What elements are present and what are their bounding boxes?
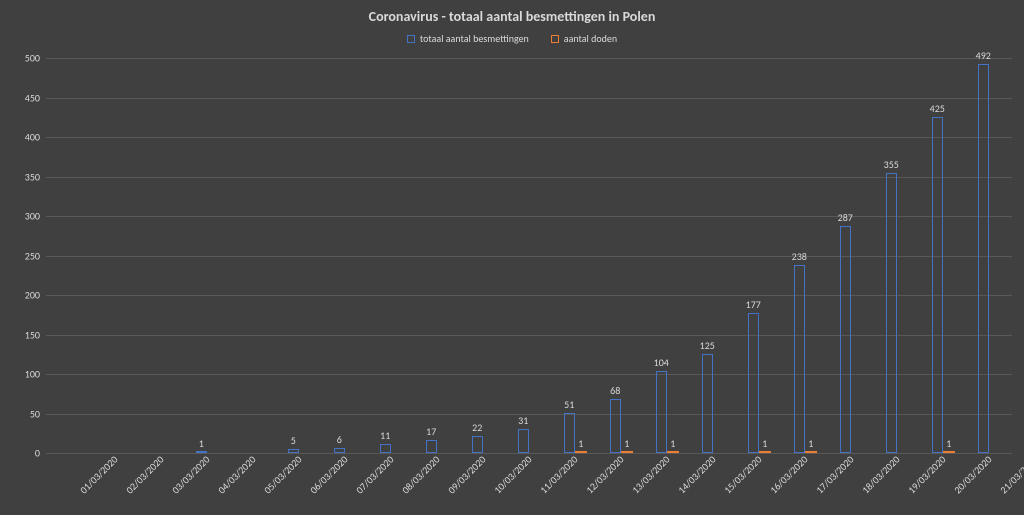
bar <box>288 449 300 453</box>
x-tick-label: 10/03/2020 <box>491 453 534 496</box>
gridline <box>46 295 1012 296</box>
y-tick-label: 350 <box>25 170 40 183</box>
data-label: 1 <box>199 437 204 450</box>
x-tick-label: 08/03/2020 <box>399 453 442 496</box>
legend-swatch <box>407 35 415 43</box>
bar <box>932 117 944 453</box>
data-label: 177 <box>746 298 761 311</box>
x-tick-label: 06/03/2020 <box>307 453 350 496</box>
bar <box>978 64 990 453</box>
gridline <box>46 58 1012 59</box>
data-label: 238 <box>792 250 807 263</box>
bar <box>564 413 576 453</box>
y-tick-label: 150 <box>25 328 40 341</box>
data-label: 22 <box>472 421 482 434</box>
x-tick-label: 19/03/2020 <box>905 453 948 496</box>
x-tick-label: 20/03/2020 <box>951 453 994 496</box>
x-tick-label: 15/03/2020 <box>721 453 764 496</box>
data-label: 1 <box>624 437 629 450</box>
bar <box>334 448 346 453</box>
x-tick-label: 16/03/2020 <box>767 453 810 496</box>
y-tick-label: 400 <box>25 131 40 144</box>
x-tick-label: 13/03/2020 <box>629 453 672 496</box>
x-tick-label: 14/03/2020 <box>675 453 718 496</box>
gridline <box>46 177 1012 178</box>
data-label: 11 <box>380 429 390 442</box>
chart-title: Coronavirus - totaal aantal besmettingen… <box>0 8 1024 25</box>
bar <box>610 399 622 453</box>
gridline <box>46 453 1012 454</box>
data-label: 425 <box>930 102 945 115</box>
gridline <box>46 335 1012 336</box>
bar <box>656 371 668 453</box>
data-label: 287 <box>838 211 853 224</box>
bar <box>621 451 633 453</box>
bar <box>575 451 587 453</box>
legend-label: aantal doden <box>564 32 617 45</box>
x-tick-label: 21/03/2020 <box>997 453 1024 496</box>
bar <box>886 173 898 453</box>
y-tick-label: 100 <box>25 368 40 381</box>
x-tick-label: 05/03/2020 <box>261 453 304 496</box>
y-tick-label: 50 <box>30 407 40 420</box>
chart-root: Coronavirus - totaal aantal besmettingen… <box>0 0 1024 515</box>
bar <box>702 354 714 453</box>
data-label: 104 <box>654 356 669 369</box>
chart-legend: totaal aantal besmettingen aantal doden <box>0 32 1024 45</box>
plot-area: 05010015020025030035040045050001/03/2020… <box>46 58 1012 453</box>
data-label: 31 <box>518 414 528 427</box>
data-label: 5 <box>291 434 296 447</box>
data-label: 17 <box>426 425 436 438</box>
gridline <box>46 374 1012 375</box>
data-label: 1 <box>670 437 675 450</box>
data-label: 51 <box>564 398 574 411</box>
data-label: 1 <box>808 437 813 450</box>
y-tick-label: 500 <box>25 52 40 65</box>
data-label: 68 <box>610 384 620 397</box>
x-tick-label: 17/03/2020 <box>813 453 856 496</box>
data-label: 6 <box>337 433 342 446</box>
gridline <box>46 137 1012 138</box>
bar <box>840 226 852 453</box>
data-label: 355 <box>884 158 899 171</box>
y-tick-label: 450 <box>25 91 40 104</box>
x-tick-label: 03/03/2020 <box>169 453 212 496</box>
bar <box>196 451 208 453</box>
gridline <box>46 216 1012 217</box>
data-label: 1 <box>946 437 951 450</box>
x-tick-label: 04/03/2020 <box>215 453 258 496</box>
bar <box>426 440 438 453</box>
bar <box>805 451 817 453</box>
gridline <box>46 98 1012 99</box>
bar <box>380 444 392 453</box>
legend-item: aantal doden <box>551 32 617 45</box>
x-tick-label: 01/03/2020 <box>77 453 120 496</box>
y-tick-label: 300 <box>25 210 40 223</box>
y-tick-label: 0 <box>35 447 40 460</box>
bar <box>472 436 484 453</box>
data-label: 1 <box>578 437 583 450</box>
x-tick-label: 11/03/2020 <box>537 453 580 496</box>
data-label: 1 <box>762 437 767 450</box>
legend-item: totaal aantal besmettingen <box>407 32 529 45</box>
x-tick-label: 12/03/2020 <box>583 453 626 496</box>
bar <box>794 265 806 453</box>
x-tick-label: 07/03/2020 <box>353 453 396 496</box>
bar <box>748 313 760 453</box>
x-tick-label: 18/03/2020 <box>859 453 902 496</box>
x-tick-label: 02/03/2020 <box>123 453 166 496</box>
bar <box>943 451 955 453</box>
data-label: 125 <box>700 339 715 352</box>
bar <box>759 451 771 453</box>
gridline <box>46 414 1012 415</box>
legend-swatch <box>551 35 559 43</box>
data-label: 492 <box>976 49 991 62</box>
y-tick-label: 250 <box>25 249 40 262</box>
bar <box>518 429 530 453</box>
bar <box>667 451 679 453</box>
legend-label: totaal aantal besmettingen <box>420 32 529 45</box>
x-tick-label: 09/03/2020 <box>445 453 488 496</box>
gridline <box>46 256 1012 257</box>
y-tick-label: 200 <box>25 289 40 302</box>
